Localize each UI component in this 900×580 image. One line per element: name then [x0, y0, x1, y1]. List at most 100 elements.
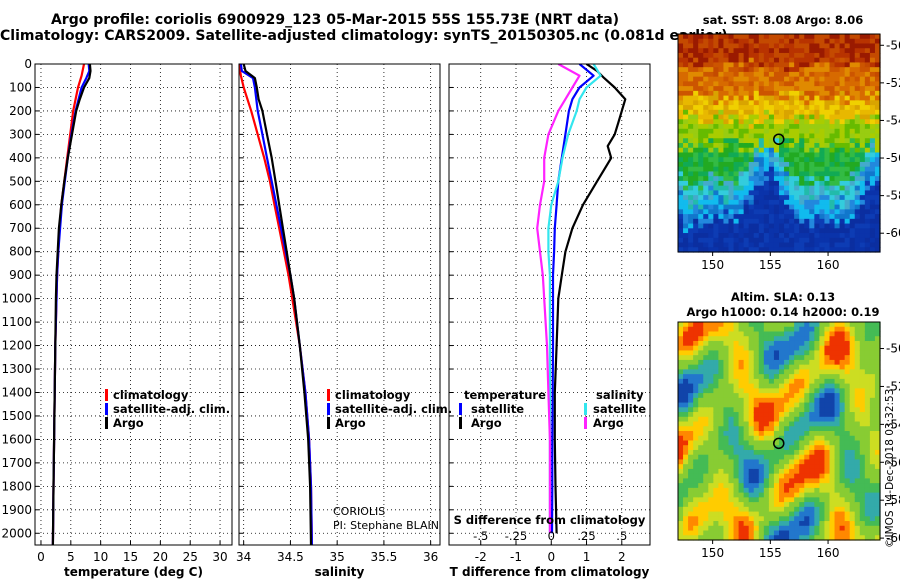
figure-title-line1: Argo profile: coriolis 6900929_123 05-Ma…: [50, 12, 620, 28]
map-y-tick-label: -50: [886, 342, 900, 356]
x-tick-label: 15: [123, 550, 138, 564]
series-line-satellite-adj-clim-: [239, 64, 313, 545]
map-y-tick-label: -52: [886, 379, 900, 393]
map-x-tick-label: 160: [817, 546, 840, 560]
credit-pi: PI: Stephane BLAIN: [333, 519, 439, 532]
x-tick-label: 20: [153, 550, 168, 564]
legend-swatch: [459, 403, 462, 415]
y-tick-label: 500: [9, 174, 32, 188]
series-line-argo: [51, 64, 92, 545]
y-tick-label: 400: [9, 151, 32, 165]
profile-panel-1-frame: [34, 63, 233, 546]
y-tick-label: 1100: [1, 315, 32, 329]
profile-panel-1-plot: [35, 64, 232, 545]
argo-float-marker: [773, 133, 785, 145]
y-tick-label: 2000: [1, 526, 32, 540]
legend-label: Argo: [335, 416, 366, 430]
legend-swatch: [459, 417, 462, 429]
legend-swatch: [327, 417, 330, 429]
x-tick-label: 1: [583, 550, 591, 564]
y-tick-label: 0: [24, 57, 32, 71]
x-tick-label: 25: [183, 550, 198, 564]
legend-swatch: [327, 403, 330, 415]
y-tick-label: 700: [9, 221, 32, 235]
x-tick-label: 34: [236, 550, 251, 564]
series-line-climatology: [51, 64, 86, 545]
x-axis-label: T difference from climatology: [450, 565, 650, 579]
legend-right-title: salinity: [596, 388, 644, 402]
map-sst-raster: [678, 34, 881, 253]
series-line-argo: [536, 64, 581, 534]
legend-label: Argo: [113, 416, 144, 430]
series-line-satellite: [550, 64, 595, 534]
y-tick-label: 1800: [1, 479, 32, 493]
argo-float-marker: [773, 437, 785, 450]
legend-label: satellite-adj. clim.: [335, 402, 452, 416]
top-x-axis-label: S difference from climatology: [454, 513, 646, 527]
x-tick-label: 2: [618, 550, 626, 564]
credit-institution: CORIOLIS: [333, 505, 386, 518]
y-tick-label: 800: [9, 245, 32, 259]
y-tick-label: 900: [9, 268, 32, 282]
series-line-argo: [242, 64, 313, 545]
top-x-tick-label: .25: [577, 529, 595, 543]
map-y-tick-label: -54: [886, 113, 900, 127]
x-tick-label: 35.5: [371, 550, 398, 564]
map-y-tick-label: -52: [886, 76, 900, 90]
x-tick-label: 0: [37, 550, 45, 564]
map-x-tick-label: 155: [759, 546, 782, 560]
map-sst-frame: [677, 33, 881, 253]
y-tick-label: 1700: [1, 456, 32, 470]
map-y-tick-label: -60: [886, 531, 900, 545]
legend-swatch: [105, 389, 108, 401]
x-tick-label: 30: [212, 550, 227, 564]
legend-label: satellite: [471, 402, 524, 416]
map-y-tick-label: -56: [886, 151, 900, 165]
map-x-tick-label: 150: [701, 546, 724, 560]
x-axis-label: temperature (deg C): [64, 565, 203, 579]
top-x-tick-label: -.25: [505, 529, 527, 543]
y-tick-label: 1300: [1, 362, 32, 376]
legend-label: Argo: [471, 416, 502, 430]
legend-swatch: [584, 403, 587, 415]
y-tick-label: 1500: [1, 409, 32, 423]
map-x-tick-label: 160: [817, 258, 840, 272]
legend-label: climatology: [113, 388, 189, 402]
map-x-tick-label: 155: [759, 258, 782, 272]
legend-swatch: [327, 389, 330, 401]
sst-map-title: sat. SST: 8.08 Argo: 8.06: [702, 13, 864, 27]
series-line-climatology: [239, 64, 313, 545]
x-tick-label: 34.5: [277, 550, 304, 564]
map-x-tick-label: 150: [701, 258, 724, 272]
top-x-tick-label: .5: [616, 529, 627, 543]
x-tick-label: 0: [547, 550, 555, 564]
map-y-tick-label: -58: [886, 493, 900, 507]
profile-panel-2-frame: [238, 63, 441, 546]
sla-map-title-line2: Argo h1000: 0.14 h2000: 0.19: [686, 305, 880, 319]
legend-label: Argo: [593, 416, 624, 430]
map-sla-raster: [678, 322, 881, 541]
legend-swatch: [105, 403, 108, 415]
legend-label: satellite-adj. clim.: [113, 402, 230, 416]
y-tick-label: 1000: [1, 292, 32, 306]
top-x-tick-label: 0: [548, 529, 555, 543]
x-axis-label: salinity: [315, 565, 365, 579]
y-tick-label: 300: [9, 127, 32, 141]
legend-label: climatology: [335, 388, 411, 402]
x-tick-label: 10: [93, 550, 108, 564]
figure-title-line2: Climatology: CARS2009. Satellite-adjuste…: [0, 28, 728, 44]
sla-map-title-line1: Altim. SLA: 0.13: [730, 290, 836, 304]
top-x-tick-label: -.5: [473, 529, 488, 543]
x-tick-label: 35: [330, 550, 345, 564]
legend-swatch: [584, 417, 587, 429]
y-tick-label: 1400: [1, 385, 32, 399]
profile-panel-3-frame: [448, 63, 651, 546]
x-tick-label: 5: [67, 550, 75, 564]
map-y-tick-label: -54: [886, 417, 900, 431]
y-tick-label: 600: [9, 198, 32, 212]
map-y-tick-label: -60: [886, 226, 900, 240]
legend-label: satellite: [593, 402, 646, 416]
x-tick-label: -1: [510, 550, 522, 564]
